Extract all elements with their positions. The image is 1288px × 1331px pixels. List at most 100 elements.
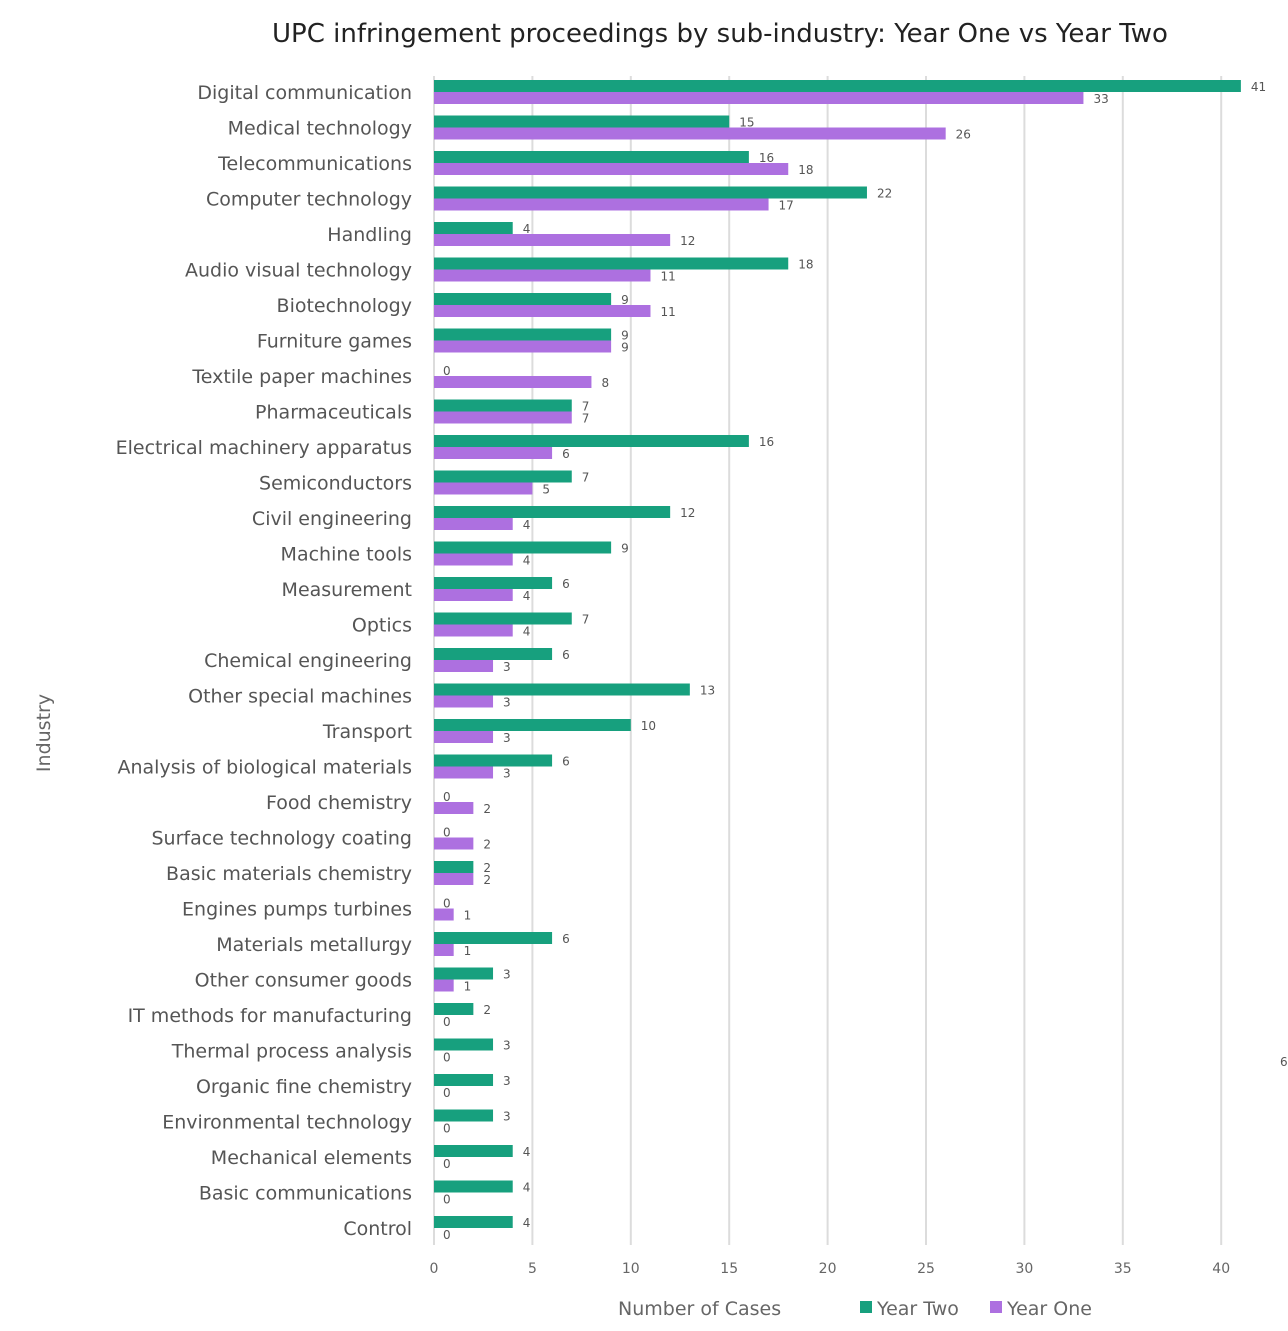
- data-label-year-one-control: 0: [443, 1228, 451, 1242]
- bar-year-two-telecommunications: [434, 151, 749, 163]
- category-label-medical-technology: Medical technology: [228, 118, 412, 140]
- data-label-year-one-organic-fine-chemistry: 0: [443, 1086, 451, 1100]
- bar-year-two-computer-technology: [434, 186, 867, 199]
- data-label-year-one-optics: 4: [523, 625, 531, 639]
- gridlines: [433, 76, 1223, 1245]
- data-label-year-two-textile-paper-machines: 0: [443, 364, 451, 378]
- data-label-year-two-civil-engineering: 12: [680, 506, 695, 520]
- legend-swatch-year-two: [860, 1301, 872, 1313]
- category-label-it-methods-for-manufacturing: IT methods for manufacturing: [128, 1005, 412, 1027]
- data-label-year-two-food-chemistry: 0: [443, 790, 451, 804]
- bar-year-two-basic-communications: [434, 1180, 513, 1193]
- bar-year-one-pharmaceuticals: [434, 411, 572, 424]
- x-tick-label: 30: [1015, 1261, 1033, 1277]
- bar-year-two-furniture-games: [434, 328, 612, 341]
- bar-year-one-surface-technology-coating: [434, 837, 474, 850]
- data-label-year-two-basic-communications: 4: [523, 1181, 531, 1195]
- x-axis-title: Number of Cases: [618, 1298, 781, 1320]
- data-label-year-two-chemical-engineering: 6: [562, 648, 570, 662]
- bar-year-two-digital-communication: [434, 80, 1241, 92]
- bar-year-one-telecommunications: [434, 163, 789, 175]
- bar-year-one-biotechnology: [434, 305, 651, 317]
- x-tick-label: 15: [720, 1261, 738, 1277]
- bar-year-one-chemical-engineering: [434, 660, 494, 672]
- category-label-food-chemistry: Food chemistry: [266, 792, 412, 814]
- bar-year-two-organic-fine-chemistry: [434, 1074, 494, 1086]
- category-label-basic-communications: Basic communications: [199, 1183, 412, 1205]
- bar-year-two-control: [434, 1216, 513, 1228]
- bar-year-two-environmental-technology: [434, 1109, 494, 1122]
- data-label-year-one-electrical-machinery-apparatus: 6: [562, 447, 570, 461]
- bar-year-two-biotechnology: [434, 293, 612, 305]
- bar-year-two-chemical-engineering: [434, 648, 553, 660]
- category-label-audio-visual-technology: Audio visual technology: [185, 260, 412, 282]
- category-label-transport: Transport: [322, 721, 412, 743]
- category-label-pharmaceuticals: Pharmaceuticals: [255, 402, 412, 424]
- bar-year-two-civil-engineering: [434, 506, 671, 518]
- bar-year-two-pharmaceuticals: [434, 399, 572, 412]
- data-label-year-one-other-special-machines: 3: [503, 696, 511, 710]
- bar-year-two-analysis-of-biological-materials: [434, 754, 553, 767]
- data-label-year-one-it-methods-for-manufacturing: 0: [443, 1015, 451, 1029]
- data-label-year-two-digital-communication: 41: [1251, 80, 1266, 94]
- data-label-year-two-control: 4: [523, 1216, 531, 1230]
- bar-year-one-optics: [434, 624, 513, 637]
- bar-year-two-other-special-machines: [434, 683, 690, 696]
- bar-year-one-semiconductors: [434, 482, 533, 495]
- data-label-year-one-surface-technology-coating: 2: [483, 838, 491, 852]
- data-label-year-one-chemical-engineering: 3: [503, 660, 511, 674]
- bar-year-one-food-chemistry: [434, 802, 474, 814]
- category-label-other-consumer-goods: Other consumer goods: [195, 970, 412, 992]
- data-label-year-one-mechanical-elements: 0: [443, 1157, 451, 1171]
- bar-year-one-furniture-games: [434, 340, 612, 353]
- data-label-year-two-organic-fine-chemistry: 3: [503, 1074, 511, 1088]
- category-label-chemical-engineering: Chemical engineering: [204, 650, 412, 672]
- legend-swatch-year-one: [990, 1301, 1002, 1313]
- x-tick-label: 40: [1212, 1261, 1230, 1277]
- category-label-analysis-of-biological-materials: Analysis of biological materials: [118, 757, 413, 779]
- data-label-year-two-measurement: 6: [562, 577, 570, 591]
- data-label-year-one-medical-technology: 26: [956, 128, 971, 142]
- data-label-year-one-digital-communication: 33: [1093, 92, 1108, 106]
- bar-year-one-other-consumer-goods: [434, 979, 454, 992]
- category-label-furniture-games: Furniture games: [257, 331, 412, 353]
- data-label-year-one-thermal-process-analysis: 0: [443, 1051, 451, 1065]
- x-tick-label: 5: [528, 1261, 537, 1277]
- data-label-year-one-telecommunications: 18: [798, 163, 813, 177]
- category-label-textile-paper-machines: Textile paper machines: [191, 366, 412, 388]
- data-label-year-one-computer-technology: 17: [779, 199, 794, 213]
- bar-year-one-computer-technology: [434, 198, 769, 211]
- category-label-materials-metallurgy: Materials metallurgy: [216, 934, 412, 956]
- category-label-computer-technology: Computer technology: [206, 189, 412, 211]
- data-label-year-two-machine-tools: 9: [621, 542, 629, 556]
- data-label-year-two-biotechnology: 9: [621, 293, 629, 307]
- bar-year-two-measurement: [434, 577, 553, 589]
- data-label-year-one-biotechnology: 11: [660, 305, 675, 319]
- y-axis-title: Industry: [33, 694, 55, 772]
- legend-label-year-two[interactable]: Year Two: [876, 1298, 959, 1320]
- chart-title: UPC infringement proceedings by sub-indu…: [272, 19, 1168, 49]
- legend-label-year-one[interactable]: Year One: [1006, 1298, 1092, 1320]
- bar-year-two-other-consumer-goods: [434, 967, 494, 980]
- data-label-year-one-engines-pumps-turbines: 1: [464, 909, 472, 923]
- data-label-year-two-materials-metallurgy: 6: [562, 932, 570, 946]
- bar-year-one-civil-engineering: [434, 518, 513, 530]
- category-label-mechanical-elements: Mechanical elements: [211, 1147, 412, 1169]
- data-label-year-two-analysis-of-biological-materials: 6: [562, 755, 570, 769]
- bar-year-one-digital-communication: [434, 92, 1084, 104]
- data-label-year-two-medical-technology: 15: [739, 116, 754, 130]
- data-label-year-two-computer-technology: 22: [877, 187, 892, 201]
- category-label-telecommunications: Telecommunications: [217, 153, 412, 175]
- category-label-machine-tools: Machine tools: [281, 544, 412, 566]
- data-label-year-two-audio-visual-technology: 18: [798, 258, 813, 272]
- data-label-year-one-handling: 12: [680, 234, 695, 248]
- data-label-year-one-transport: 3: [503, 731, 511, 745]
- bar-year-one-transport: [434, 731, 494, 743]
- data-label-year-one-textile-paper-machines: 8: [601, 376, 609, 390]
- x-tick-label: 20: [819, 1261, 837, 1277]
- data-label-year-two-basic-materials-chemistry: 2: [483, 861, 491, 875]
- data-label-year-two-mechanical-elements: 4: [523, 1145, 531, 1159]
- data-label-year-two-other-consumer-goods: 3: [503, 968, 511, 982]
- bar-year-two-medical-technology: [434, 115, 730, 128]
